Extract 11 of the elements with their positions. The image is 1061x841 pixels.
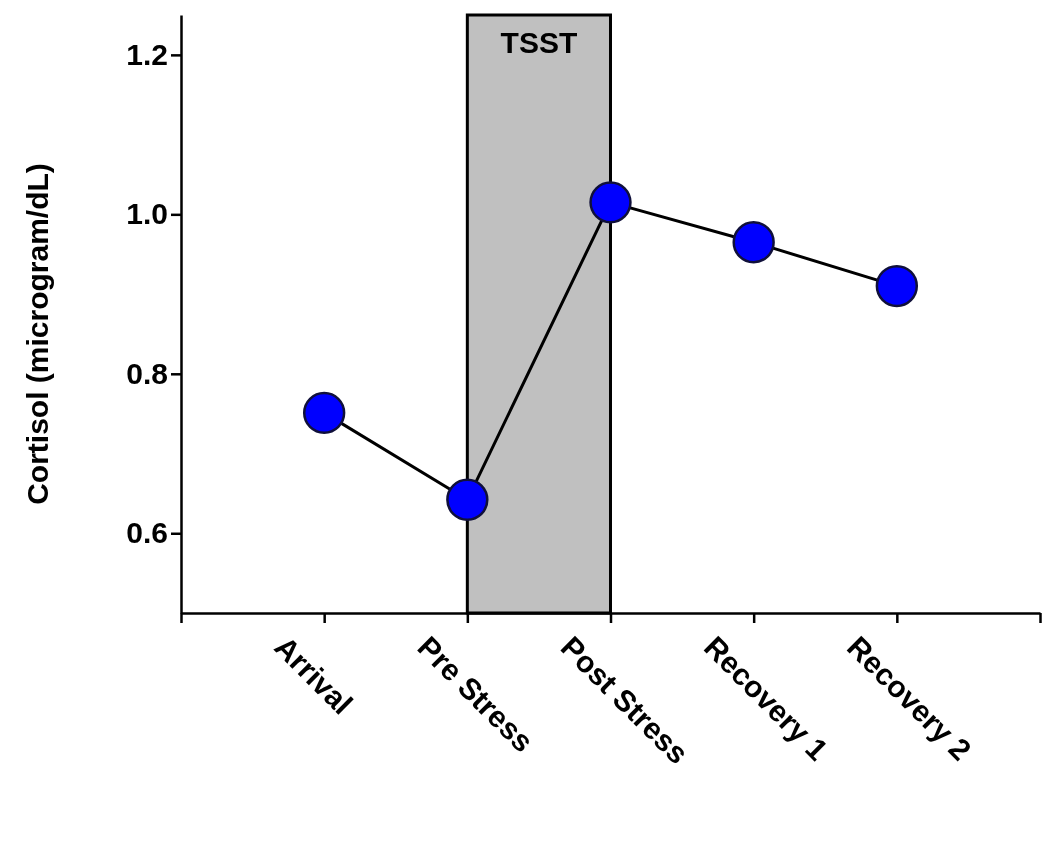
point bbox=[589, 181, 632, 224]
band-label: TSST bbox=[500, 26, 578, 59]
point bbox=[302, 391, 346, 435]
point bbox=[875, 264, 919, 308]
y-tick-label: 0.8 bbox=[126, 356, 168, 390]
y-tick-label: 1.2 bbox=[126, 37, 168, 71]
point bbox=[732, 221, 775, 264]
y-tick-label: 1.0 bbox=[126, 197, 168, 231]
point bbox=[446, 478, 489, 521]
y-axis-title: Cortisol (microgram/dL) bbox=[21, 163, 54, 505]
y-tick-label: 0.6 bbox=[126, 516, 168, 550]
